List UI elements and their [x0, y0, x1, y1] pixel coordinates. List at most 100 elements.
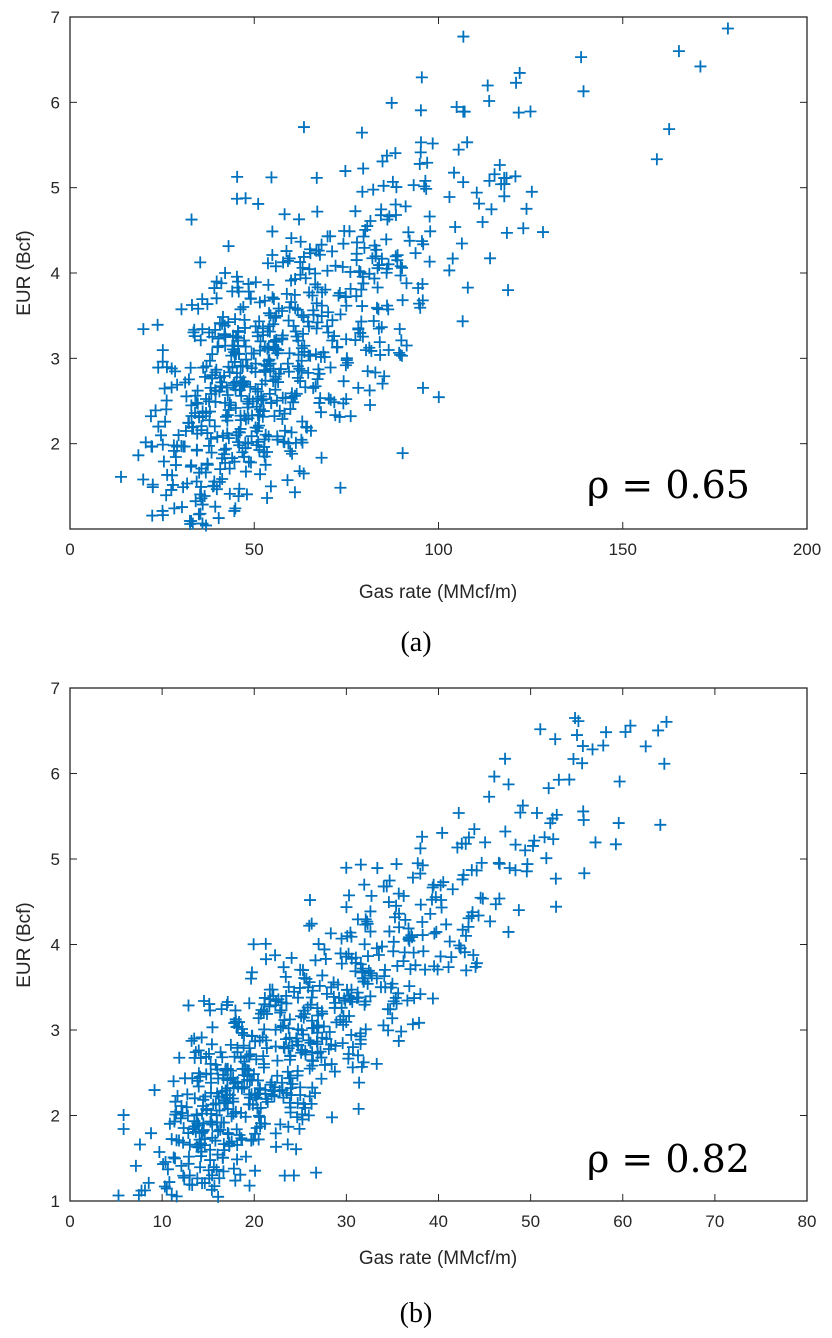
data-point — [372, 322, 385, 335]
data-point — [165, 483, 178, 496]
data-point — [294, 375, 307, 388]
data-point — [272, 302, 285, 315]
data-point — [253, 1082, 266, 1095]
data-point — [340, 299, 353, 312]
scatter-points-a — [115, 22, 734, 532]
data-point — [436, 826, 449, 839]
data-point — [194, 1070, 207, 1083]
data-point — [264, 365, 277, 378]
data-point — [290, 330, 303, 343]
scatter-panel-b: 0 10 20 30 40 50 60 70 80 1 2 3 4 5 6 7 Gas rate (MMcf… — [14, 679, 816, 1329]
data-point — [288, 288, 301, 301]
data-point — [365, 889, 378, 902]
x-tick-label: 60 — [613, 1212, 632, 1231]
data-point — [221, 996, 234, 1009]
data-point — [547, 833, 560, 846]
data-point — [396, 261, 409, 274]
data-point — [320, 987, 333, 1000]
data-point — [235, 389, 248, 402]
data-point — [451, 841, 464, 854]
data-point — [353, 1076, 366, 1089]
data-point — [382, 1024, 395, 1037]
data-point — [228, 355, 241, 368]
data-point — [309, 954, 322, 967]
data-point — [266, 291, 279, 304]
data-point — [195, 1126, 208, 1139]
x-tick-label: 10 — [153, 1212, 172, 1231]
data-point — [446, 883, 459, 896]
data-point — [269, 1023, 282, 1036]
data-point — [296, 1113, 309, 1126]
data-point — [352, 1102, 365, 1115]
data-point — [465, 864, 478, 877]
data-point — [370, 1057, 383, 1070]
data-point — [341, 983, 354, 996]
data-point — [416, 830, 429, 843]
data-point — [213, 476, 226, 489]
data-point — [226, 285, 239, 298]
data-point — [295, 1010, 308, 1023]
data-point — [171, 1089, 184, 1102]
data-point — [310, 297, 323, 310]
data-point — [287, 320, 300, 333]
data-point — [509, 170, 522, 183]
data-point — [115, 470, 128, 483]
data-point — [285, 426, 298, 439]
data-point — [394, 348, 407, 361]
data-point — [343, 1010, 356, 1023]
data-point — [146, 509, 159, 522]
data-point — [270, 333, 283, 346]
data-point — [291, 1097, 304, 1110]
data-point — [182, 416, 195, 429]
data-point — [212, 1190, 225, 1203]
data-point — [549, 733, 562, 746]
y-tick-label: 3 — [51, 1021, 60, 1040]
data-point — [313, 248, 326, 261]
y-tick-label: 6 — [51, 93, 60, 112]
x-tick-label: 0 — [65, 540, 74, 559]
data-point — [157, 455, 170, 468]
data-point — [474, 891, 487, 904]
data-point — [167, 1075, 180, 1088]
data-point — [253, 296, 266, 309]
data-point — [294, 1088, 307, 1101]
data-point — [315, 310, 328, 323]
data-point — [270, 1140, 283, 1153]
data-point — [426, 881, 439, 894]
x-tick-label: 30 — [337, 1212, 356, 1231]
data-point — [304, 349, 317, 362]
data-point — [221, 1062, 234, 1075]
data-point — [159, 1156, 172, 1168]
y-ticks-a: 2 3 4 5 6 7 — [51, 8, 807, 454]
data-point — [303, 263, 316, 276]
data-point — [242, 285, 255, 298]
data-point — [292, 1038, 305, 1051]
data-point — [245, 347, 258, 360]
data-point — [396, 294, 409, 307]
data-point — [217, 1165, 230, 1178]
data-point — [175, 303, 188, 316]
data-point — [315, 451, 328, 464]
data-point — [280, 997, 293, 1010]
data-point — [416, 929, 429, 942]
data-point — [387, 995, 400, 1008]
y-tick-label: 7 — [51, 8, 60, 27]
data-point — [537, 226, 550, 239]
data-point — [358, 241, 371, 254]
data-point — [279, 970, 292, 983]
data-point — [278, 424, 291, 437]
data-point — [163, 1117, 176, 1130]
data-point — [401, 994, 414, 1007]
data-point — [525, 185, 538, 198]
data-point — [483, 94, 496, 107]
data-point — [257, 1058, 270, 1071]
data-point — [309, 380, 322, 393]
data-point — [352, 1049, 365, 1062]
data-point — [183, 1169, 196, 1182]
data-point — [253, 1034, 266, 1047]
data-point — [432, 391, 445, 404]
data-point — [217, 1072, 230, 1085]
data-point — [311, 205, 324, 218]
data-point — [278, 1042, 291, 1055]
